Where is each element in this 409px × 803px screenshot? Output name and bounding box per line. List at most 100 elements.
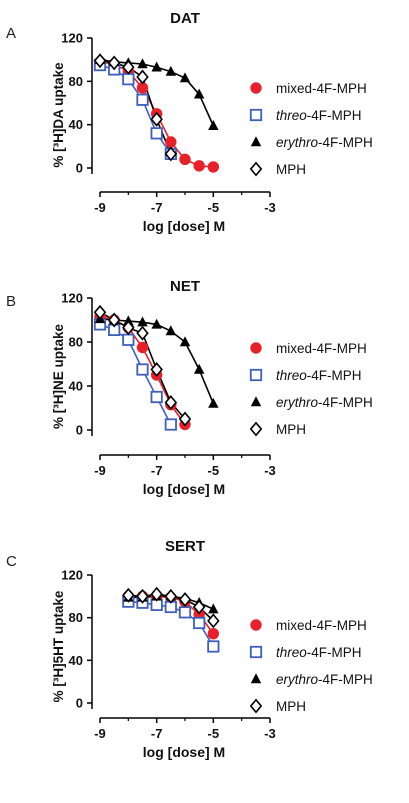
legend-marker: [249, 645, 263, 659]
data-point: [122, 333, 135, 346]
legend-label: threo-4F-MPH: [276, 645, 362, 660]
legend-label: MPH: [276, 699, 306, 714]
y-tick-label: 120: [61, 31, 83, 46]
x-tick-label: -9: [94, 463, 106, 478]
x-tick-label: -7: [151, 463, 163, 478]
y-tick-label: 40: [69, 117, 83, 132]
y-tick-label: 80: [69, 74, 83, 89]
data-point: [178, 592, 192, 607]
data-point: [208, 603, 219, 614]
legend-label: threo-4F-MPH: [276, 368, 362, 383]
legend-label: MPH: [276, 422, 306, 437]
data-point: [107, 55, 121, 71]
y-tick-label: 80: [69, 335, 83, 350]
legend-marker: [249, 108, 263, 122]
data-point: [165, 325, 177, 336]
data-point: [93, 53, 107, 69]
y-tick-label: 40: [69, 653, 83, 668]
y-tick-label: 120: [61, 291, 83, 306]
x-tick-label: -3: [264, 463, 276, 478]
data-point: [165, 65, 177, 76]
legend-label: threo-4F-MPH: [276, 108, 362, 123]
y-tick-label: 0: [76, 696, 83, 711]
data-point: [136, 588, 149, 604]
data-point: [93, 304, 107, 320]
legend-marker: [249, 421, 263, 437]
legend-label: mixed-4F-MPH: [276, 81, 367, 96]
data-point: [207, 640, 220, 653]
data-point: [136, 69, 149, 85]
data-point: [136, 325, 149, 341]
data-point: [179, 72, 191, 83]
legend-label: mixed-4F-MPH: [276, 341, 367, 356]
x-axis-label: log [dose] M: [143, 744, 225, 760]
x-tick-label: -9: [94, 200, 106, 215]
legend-marker: [250, 396, 262, 407]
data-point: [208, 397, 219, 408]
x-tick-label: -3: [264, 726, 276, 741]
chart-panel-sert: C SERT 0 40 80 120 -9 -7 -5 -3 log [dose] M % [³H]5…: [6, 538, 373, 760]
x-tick-label: -9: [94, 726, 106, 741]
data-point: [107, 312, 121, 328]
data-point: [122, 59, 135, 75]
y-tick-label: 120: [61, 568, 83, 583]
data-point: [137, 58, 148, 69]
data-point: [164, 395, 178, 410]
data-point: [208, 120, 219, 130]
x-tick-label: -5: [208, 200, 220, 215]
x-tick-label: -7: [151, 726, 163, 741]
chart-title: NET: [170, 278, 200, 295]
legend-marker: [249, 161, 263, 177]
legend-marker: [250, 673, 262, 684]
data-point: [151, 61, 162, 72]
data-point: [207, 613, 220, 629]
y-tick-label: 40: [69, 379, 83, 394]
chart-title: SERT: [165, 538, 205, 555]
data-point: [136, 341, 149, 354]
legend-marker: [250, 136, 262, 147]
chart-title: DAT: [170, 10, 200, 27]
data-point: [137, 316, 148, 327]
data-point: [165, 136, 177, 148]
x-axis-label: log [dose] M: [143, 218, 225, 234]
legend-label: MPH: [276, 162, 306, 177]
legend-marker: [249, 368, 263, 382]
data-point: [122, 73, 135, 86]
data-point: [164, 588, 178, 604]
data-point: [193, 363, 205, 374]
chart-panel-net: B NET 0 40 80 120 -9 -7 -5 -3 log [dose] M % [³H]NE…: [6, 278, 373, 497]
data-point: [150, 390, 163, 404]
legend-label: erythro-4F-MPH: [276, 135, 373, 150]
x-tick-label: -5: [208, 726, 220, 741]
y-tick-label: 0: [76, 423, 83, 438]
data-point: [207, 627, 220, 640]
data-point: [150, 127, 163, 140]
x-axis-label: log [dose] M: [143, 481, 225, 497]
legend-label: erythro-4F-MPH: [276, 395, 373, 410]
y-tick-label: 0: [76, 161, 83, 176]
data-point: [136, 363, 149, 376]
legend-marker: [250, 82, 262, 94]
data-point: [150, 362, 163, 377]
data-point: [122, 320, 135, 336]
x-tick-label: -7: [151, 200, 163, 215]
legend-label: mixed-4F-MPH: [276, 618, 367, 633]
data-point: [164, 418, 177, 431]
x-tick-label: -5: [208, 463, 220, 478]
data-point: [178, 411, 192, 427]
data-point: [193, 88, 205, 99]
data-point: [179, 153, 191, 166]
x-tick-label: -3: [264, 200, 276, 215]
data-point: [193, 616, 206, 630]
legend-marker: [250, 342, 262, 354]
data-point: [122, 587, 135, 603]
y-tick-label: 80: [69, 610, 83, 625]
legend-marker: [250, 619, 262, 631]
data-point: [150, 586, 163, 602]
data-point: [150, 111, 163, 127]
legend-marker: [249, 698, 263, 714]
data-point: [151, 318, 162, 329]
data-point: [192, 599, 206, 615]
data-point: [178, 606, 192, 619]
